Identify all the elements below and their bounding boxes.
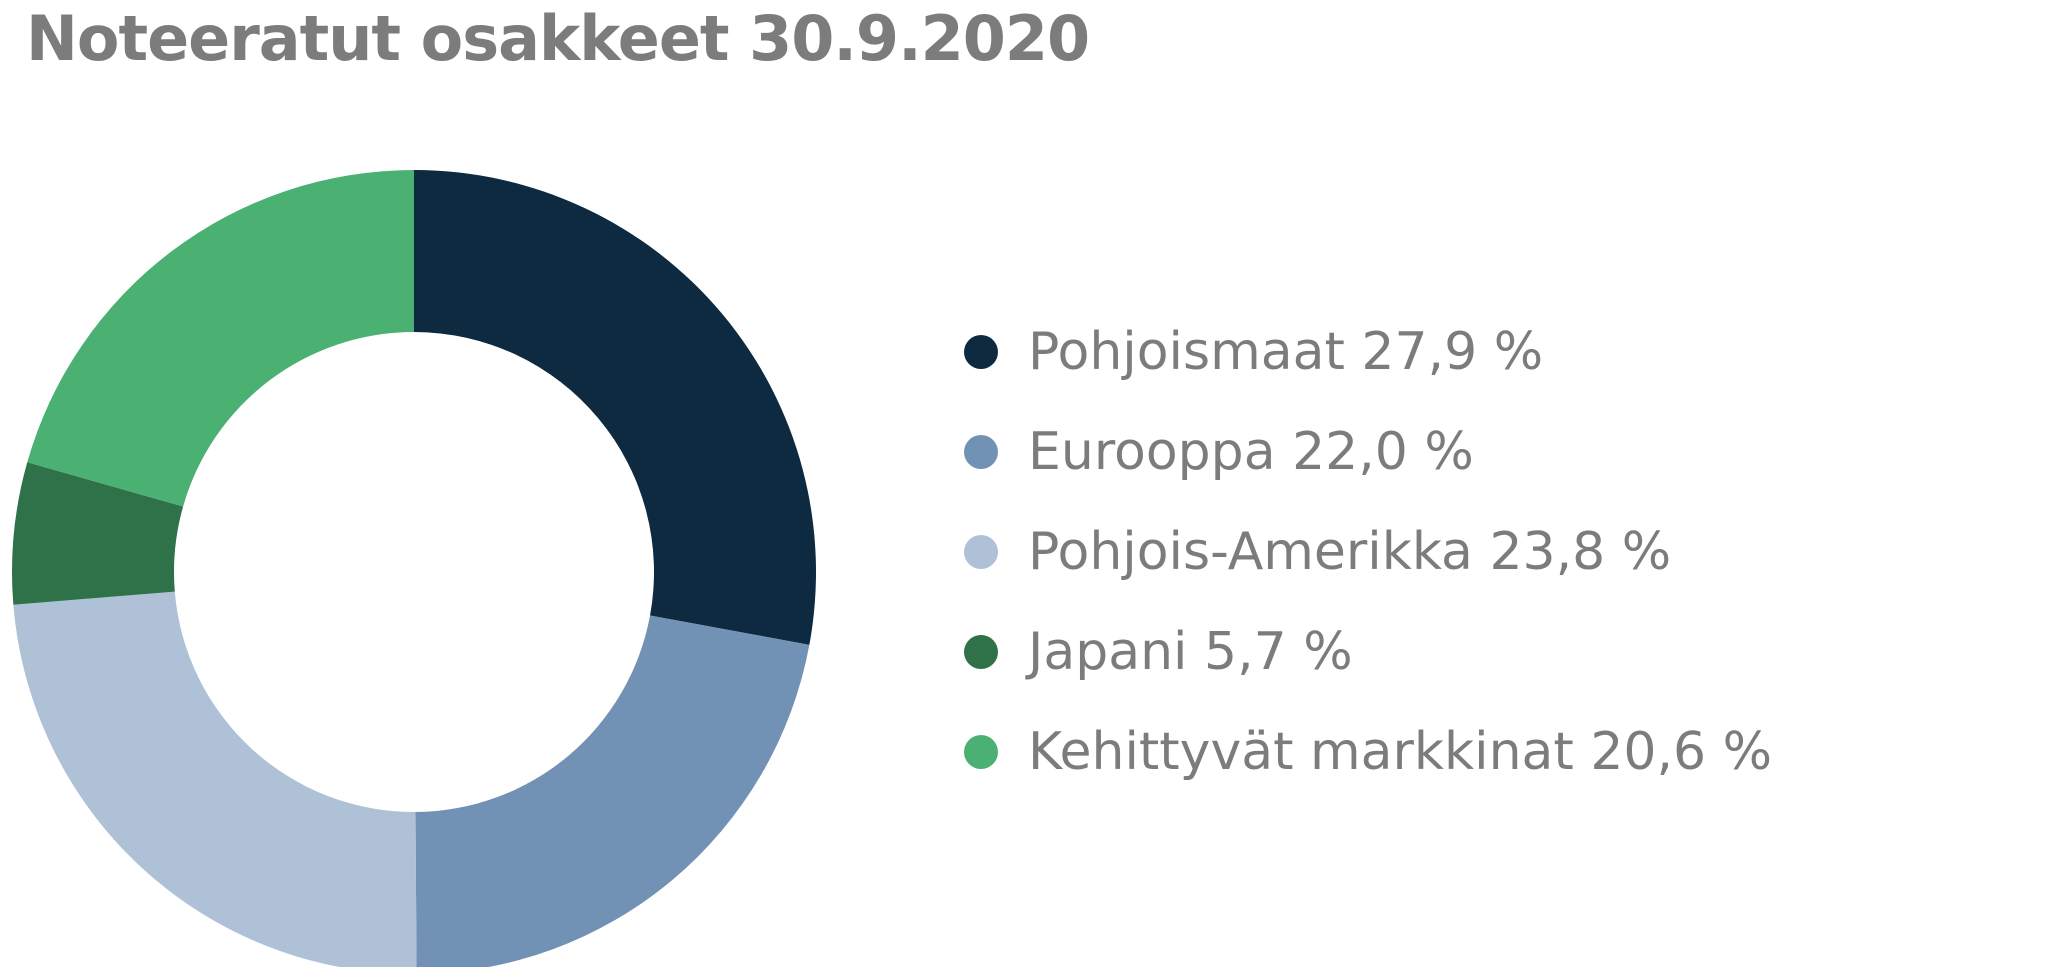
legend-item: Kehittyvät markkinat 20,6 % (964, 702, 1772, 802)
legend-swatch (964, 335, 998, 369)
legend-item: Japani 5,7 % (964, 602, 1772, 702)
legend-label: Kehittyvät markkinat 20,6 % (1028, 722, 1773, 782)
donut-slice-3 (13, 591, 417, 967)
chart-legend: Pohjoismaat 27,9 % Eurooppa 22,0 % Pohjois… (964, 302, 1772, 802)
legend-label: Eurooppa 22,0 % (1028, 422, 1474, 482)
legend-item: Pohjoismaat 27,9 % (964, 302, 1772, 402)
legend-label: Pohjois-Amerikka 23,8 % (1028, 522, 1672, 582)
legend-item: Pohjois-Amerikka 23,8 % (964, 502, 1772, 602)
legend-swatch (964, 635, 998, 669)
donut-slice-5 (27, 170, 415, 507)
donut-slice-4 (11, 462, 184, 605)
legend-label: Pohjoismaat 27,9 % (1028, 322, 1544, 382)
legend-swatch (964, 435, 998, 469)
legend-swatch (964, 735, 998, 769)
chart-title: Noteeratut osakkeet 30.9.2020 (26, 2, 1090, 75)
donut-slice-1 (414, 170, 816, 645)
legend-label: Japani 5,7 % (1028, 622, 1353, 682)
donut-chart (11, 170, 816, 967)
donut-slice-2 (415, 615, 810, 967)
legend-swatch (964, 535, 998, 569)
legend-item: Eurooppa 22,0 % (964, 402, 1772, 502)
